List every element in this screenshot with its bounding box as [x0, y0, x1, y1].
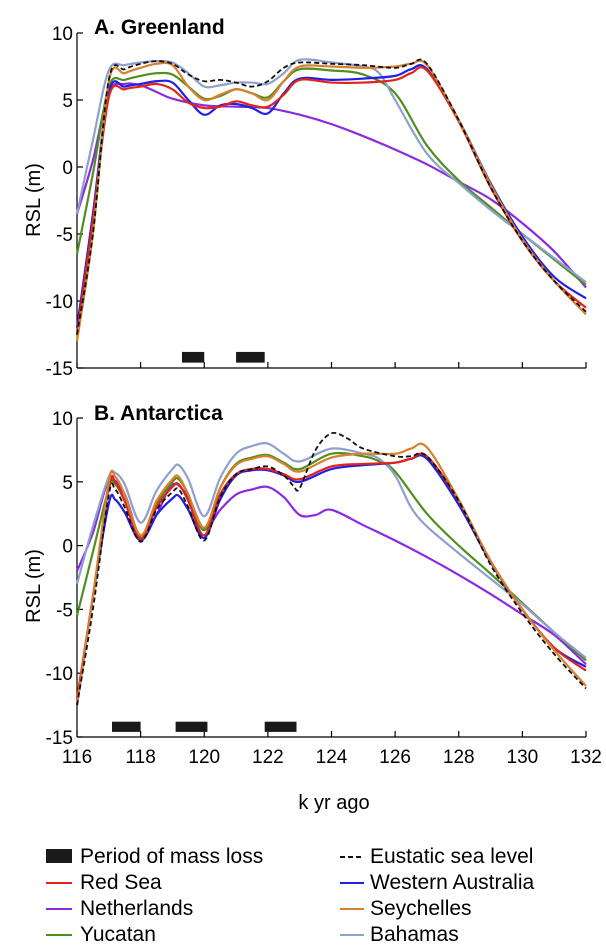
y-tick-labels-antarctica: 10 5 0 -5 -10 -15 — [46, 409, 73, 749]
legend-swatch-mass-loss — [46, 849, 72, 863]
legend-label-netherlands: Netherlands — [80, 897, 193, 920]
series-line-seychelles — [75, 442, 587, 706]
series-lines-antarctica — [75, 431, 587, 706]
series-line-yucatan — [75, 451, 587, 662]
x-tick-label: 126 — [379, 747, 411, 768]
y-tick-label: 0 — [62, 158, 73, 179]
x-tick-label: 130 — [507, 747, 539, 768]
mass-loss-bar — [236, 351, 265, 363]
series-line-red-sea — [75, 452, 587, 699]
x-tick-label: 116 — [62, 747, 92, 768]
x-tick-label: 118 — [125, 747, 155, 768]
series-line-bahamas — [75, 58, 587, 284]
y-tick-label: 5 — [62, 91, 73, 112]
axes-greenland — [76, 32, 587, 369]
x-tick-label: 132 — [570, 747, 602, 768]
series-line-eustatic — [76, 431, 587, 706]
x-tick-label: 120 — [188, 747, 220, 768]
series-line-netherlands — [75, 82, 587, 289]
mass-loss-bar — [181, 351, 205, 363]
mass-loss-bar — [111, 721, 141, 732]
y-axis-title-antarctica: RSL (m) — [23, 549, 45, 623]
y-tick-label: -5 — [56, 600, 73, 621]
series-line-seychelles — [75, 59, 587, 342]
y-tick-label: 0 — [62, 537, 73, 558]
x-tick-label: 128 — [443, 747, 475, 768]
x-tick-label: 122 — [252, 747, 284, 768]
legend-label-mass-loss: Period of mass loss — [80, 845, 263, 868]
mass-loss-bar — [175, 721, 208, 732]
series-line-western-australia — [75, 64, 587, 328]
legend-label-red-sea: Red Sea — [80, 871, 162, 894]
y-tick-label: -15 — [46, 359, 73, 380]
series-line-yucatan — [75, 67, 587, 286]
x-tick-label: 124 — [316, 747, 348, 768]
mass-loss-bars-greenland — [181, 351, 265, 363]
series-line-bahamas — [75, 442, 587, 659]
panel-title-antarctica: B. Antarctica — [94, 402, 223, 425]
y-axis-title-greenland: RSL (m) — [23, 163, 45, 237]
y-tick-label: -15 — [46, 728, 73, 749]
y-tick-label: 10 — [52, 409, 73, 430]
y-tick-label: -5 — [56, 225, 73, 246]
legend-label-western-australia: Western Australia — [370, 871, 535, 894]
y-tick-labels-greenland: 10 5 0 -5 -10 -15 — [46, 24, 73, 380]
y-tick-label: 5 — [62, 473, 73, 494]
series-line-red-sea — [75, 66, 587, 335]
x-axis-title: k yr ago — [298, 792, 369, 814]
axes-antarctica — [76, 417, 587, 738]
panel-greenland: A. Greenland RSL (m) 10 5 0 -5 -10 -15 — [23, 16, 587, 380]
legend-label-yucatan: Yucatan — [80, 923, 156, 946]
y-tick-label: 10 — [52, 24, 73, 45]
legend: Period of mass loss Eustatic sea level R… — [46, 845, 535, 946]
x-tick-labels-antarctica: 116 118 120 122 124 126 128 130 132 — [62, 747, 602, 768]
y-tick-label: -10 — [46, 664, 73, 685]
mass-loss-bar — [264, 721, 297, 732]
series-line-western-australia — [75, 454, 587, 706]
series-line-eustatic — [76, 58, 587, 335]
legend-label-seychelles: Seychelles — [370, 897, 472, 920]
legend-label-eustatic: Eustatic sea level — [370, 845, 533, 868]
legend-label-bahamas: Bahamas — [370, 923, 459, 946]
panel-title-greenland: A. Greenland — [94, 16, 225, 39]
mass-loss-bars-antarctica — [111, 721, 297, 732]
y-tick-label: -10 — [46, 292, 73, 313]
series-lines-greenland — [75, 58, 587, 342]
